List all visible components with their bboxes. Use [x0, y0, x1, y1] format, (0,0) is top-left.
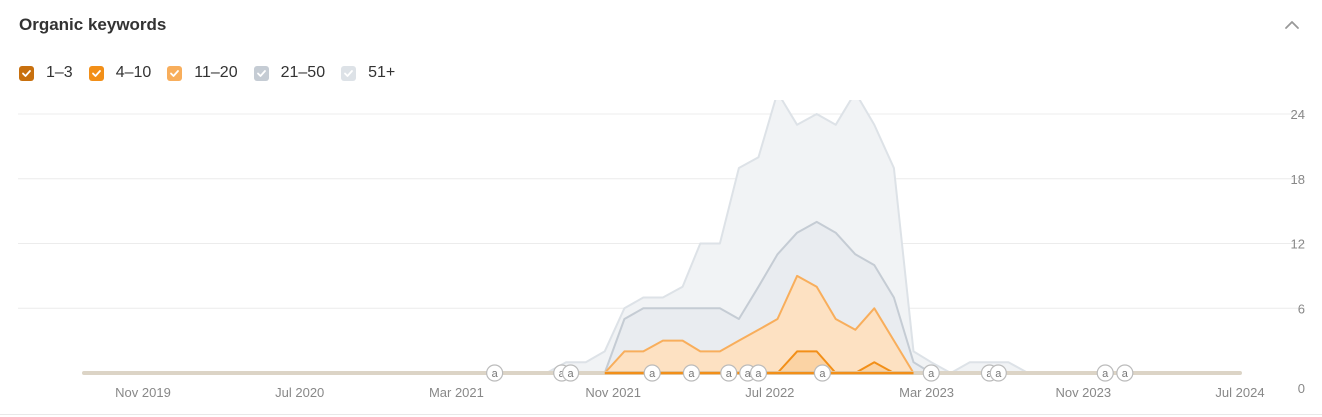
annotation-marker: [749, 364, 768, 382]
annotation-marker: [1116, 364, 1134, 382]
check-icon: [170, 69, 180, 77]
checkbox-21-50[interactable]: [253, 65, 269, 81]
x-tick-label: Jul 2020: [275, 385, 324, 400]
checkbox-4-10[interactable]: [88, 65, 104, 81]
annotation-label: a: [726, 368, 733, 380]
annotation-marker: [486, 364, 504, 382]
legend-label-11-20: 11–20: [194, 64, 238, 81]
annotation-label: a: [649, 368, 656, 380]
annotation-marker: [643, 364, 661, 382]
annotation-marker: [989, 364, 1007, 382]
organic-keywords-chart: 0 6 12 18 24 Nov 2019 Jul 2020 Mar 2021 Nov 2021…: [18, 100, 1305, 400]
check-icon: [22, 69, 31, 77]
annotation-marker: [1096, 364, 1114, 382]
annotation-label: a: [928, 368, 935, 380]
y-tick-label: 6: [1298, 301, 1305, 316]
card-divider: [0, 414, 1322, 415]
legend-item-11-20[interactable]: 11–20: [167, 63, 238, 83]
annotation-label: a: [995, 368, 1002, 380]
legend-label-4-10: 4–10: [115, 64, 152, 81]
y-tick-label: 24: [1291, 107, 1305, 122]
legend-label-21-50: 21–50: [280, 64, 326, 81]
y-tick-label: 12: [1291, 237, 1305, 252]
annotation-label: a: [819, 368, 826, 380]
x-tick-label: Mar 2021: [429, 385, 484, 400]
legend-label-51-plus: 51+: [368, 64, 396, 81]
x-tick-label: Nov 2019: [115, 385, 171, 400]
collapse-button[interactable]: [1282, 15, 1302, 35]
annotation-label: a: [745, 368, 752, 380]
annotation-label: a: [688, 368, 695, 380]
x-tick-label: Nov 2021: [585, 385, 641, 400]
chart-legend: 1–3 4–10 11–20 21–50 51+: [19, 62, 411, 84]
annotation-label: a: [568, 368, 575, 380]
legend-item-51-plus[interactable]: 51+: [341, 63, 395, 83]
card-header: Organic keywords: [19, 13, 1302, 37]
checkbox-1-3[interactable]: [19, 65, 34, 81]
annotation-label: a: [755, 368, 762, 380]
x-tick-label: Mar 2023: [899, 385, 954, 400]
x-tick-label: Jul 2024: [1215, 385, 1264, 400]
chevron-up-icon: [1285, 21, 1299, 29]
line-51-plus: [84, 100, 1240, 374]
checkbox-51-plus[interactable]: [341, 65, 357, 81]
legend-item-21-50[interactable]: 21–50: [253, 63, 326, 83]
y-tick-label: 0: [1298, 381, 1305, 396]
legend-item-4-10[interactable]: 4–10: [88, 63, 152, 83]
check-icon: [344, 69, 354, 77]
x-tick-label: Jul 2022: [745, 385, 794, 400]
card-title: Organic keywords: [19, 15, 167, 34]
check-icon: [91, 69, 101, 77]
annotation-label: a: [492, 368, 499, 380]
area-11-20: [84, 275, 1240, 373]
annotation-marker: [922, 364, 940, 382]
y-tick-label: 18: [1291, 172, 1305, 187]
checkbox-11-20[interactable]: [167, 65, 183, 81]
annotation-label: a: [1102, 368, 1109, 380]
annotation-marker: [813, 364, 831, 382]
annotation-marker: [682, 364, 701, 382]
legend-label-1-3: 1–3: [46, 64, 73, 81]
x-tick-label: Nov 2023: [1055, 385, 1111, 400]
annotation-marker: [720, 364, 738, 382]
check-icon: [256, 69, 266, 77]
legend-item-1-3[interactable]: 1–3: [19, 63, 73, 83]
annotation-label: a: [1122, 368, 1129, 380]
annotation-marker: [561, 364, 580, 382]
